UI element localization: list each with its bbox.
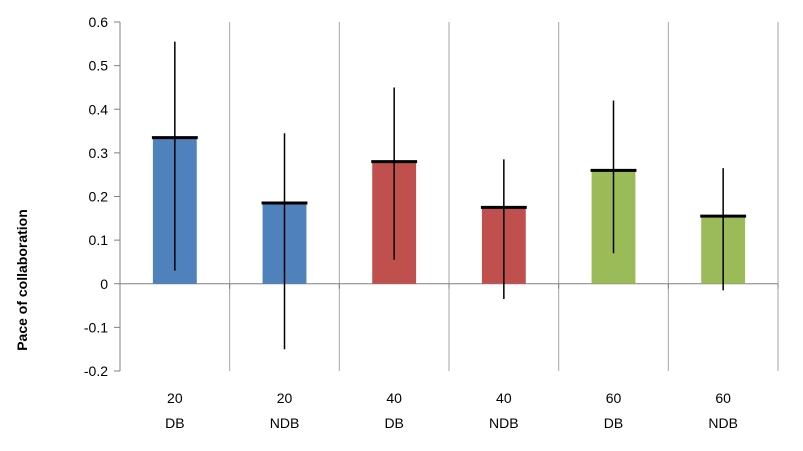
x-tick-label: DB: [165, 415, 184, 431]
x-tick-labels: 20 DB 20 NDB 40 DB 40 NDB 60 DB 60 NDB: [165, 390, 738, 431]
y-tick-label: 0.4: [89, 101, 109, 117]
y-tick-labels: -0.2 -0.1 0 0.1 0.2 0.3 0.4 0.5 0.6: [84, 14, 108, 379]
y-tick-label: -0.2: [84, 363, 108, 379]
y-tick-label: 0.1: [89, 232, 109, 248]
x-tick-label: 60: [715, 390, 731, 406]
y-tick-label: 0.3: [89, 145, 109, 161]
x-tick-label: NDB: [708, 415, 738, 431]
x-tick-label: DB: [604, 415, 623, 431]
x-tick-label: 20: [277, 390, 293, 406]
x-tick-label: 20: [167, 390, 183, 406]
y-tick-label: 0.2: [89, 189, 109, 205]
x-tick-label: NDB: [270, 415, 300, 431]
x-tick-label: NDB: [489, 415, 519, 431]
x-tick-label: 40: [496, 390, 512, 406]
y-tick-label: 0.6: [89, 14, 109, 30]
y-tick-label: -0.1: [84, 319, 108, 335]
y-tick-label: 0.5: [89, 58, 109, 74]
x-tick-label: DB: [384, 415, 403, 431]
x-tick-label: 40: [386, 390, 402, 406]
y-axis-label: Pace of collaboration: [14, 209, 30, 351]
axes: [114, 21, 779, 372]
error-bars: [151, 41, 747, 350]
x-tick-label: 60: [606, 390, 622, 406]
gridlines: [229, 22, 779, 371]
y-tick-label: 0: [100, 276, 108, 292]
